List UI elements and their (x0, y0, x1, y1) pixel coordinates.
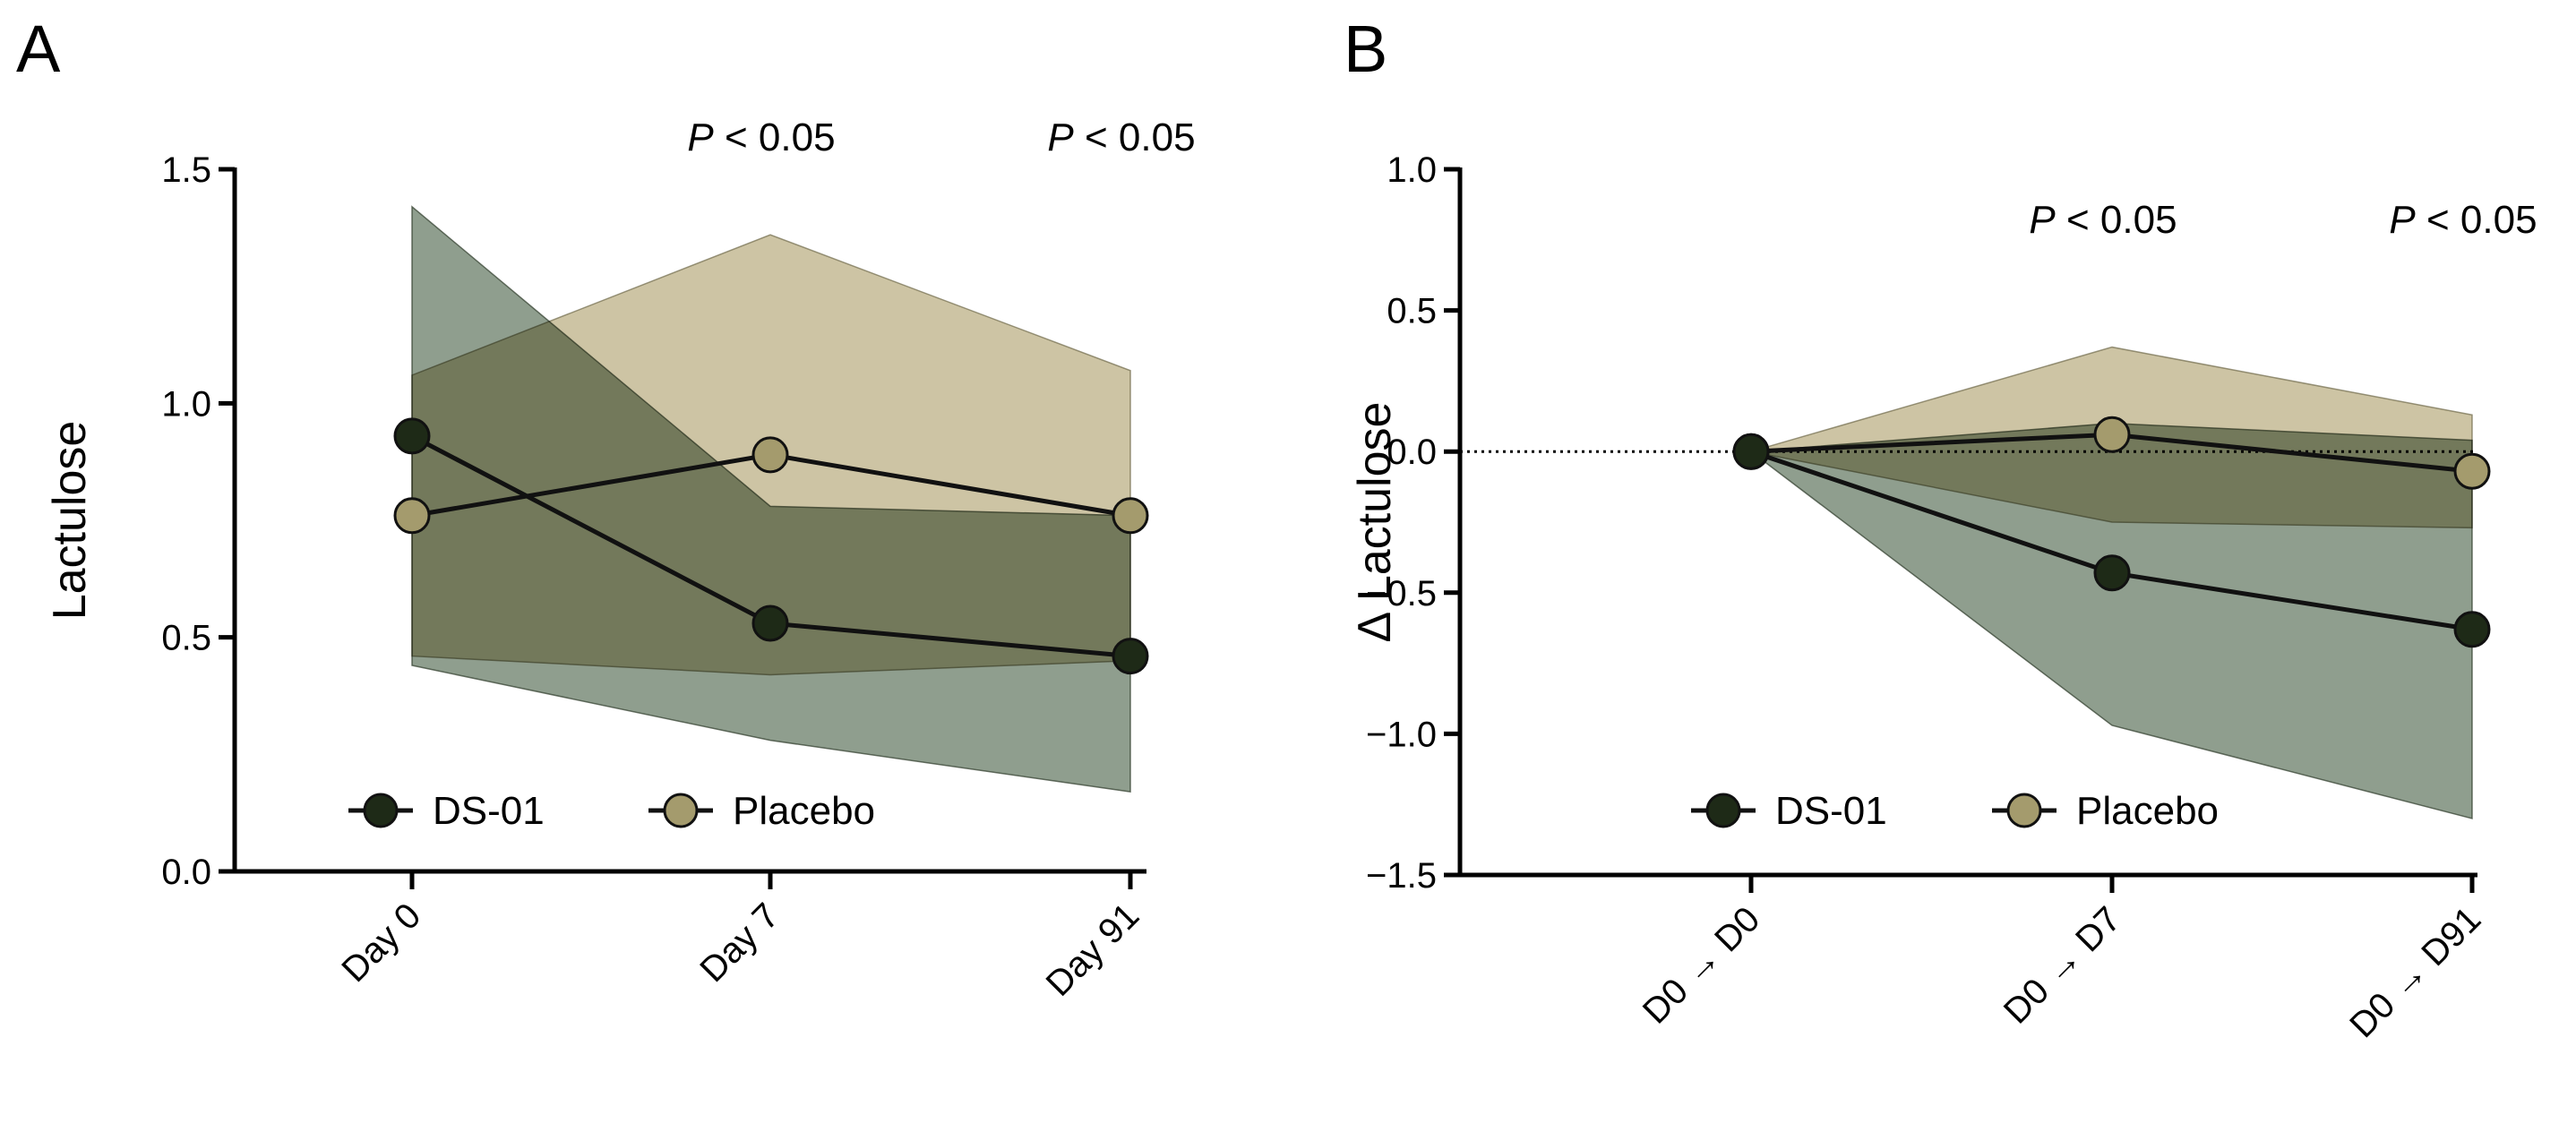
placebo-point (393, 497, 431, 535)
ds01-point (1112, 638, 1149, 675)
legend-label: DS-01 (1775, 789, 1887, 833)
placebo-point (2453, 452, 2491, 490)
panel-a: A 0.0 0.5 1.0 1.5 Day 0 Day 7 Day 91 Lactulose P … (16, 12, 1196, 1004)
p-value-annotation: P < 0.05 (687, 116, 835, 159)
legend-item-placebo: Placebo (648, 789, 875, 833)
x-tick-label: D0 → D7 (1996, 899, 2128, 1031)
y-tick-label: 0.0 (161, 853, 211, 892)
legend-item-ds01: DS-01 (1691, 789, 1887, 833)
x-tick-label: D0 → D0 (1636, 899, 1767, 1031)
legend-item-placebo: Placebo (1992, 789, 2219, 833)
legend-label: DS-01 (433, 789, 545, 833)
placebo-point (2093, 416, 2131, 453)
ds01-point (751, 605, 789, 642)
legend-marker (663, 793, 699, 828)
y-tick-label: 1.0 (161, 384, 211, 424)
panel-b: B −1.5 −1.0 −0.5 0.0 0.5 1.0 D0 → D0 D0 → D7 D0 →… (1344, 12, 2537, 1045)
y-axis-label: Δ Lactulose (1349, 402, 1401, 643)
panel-letter: B (1344, 12, 1387, 86)
p-value-annotation: P < 0.05 (2389, 198, 2537, 242)
legend-label: Placebo (733, 789, 875, 833)
legend-marker (2006, 793, 2042, 828)
y-axis-label: Lactulose (44, 421, 96, 621)
y-tick-label: 0.5 (161, 619, 211, 658)
x-tick-label: D0 → D91 (2342, 899, 2488, 1045)
legend-marker (363, 793, 399, 828)
panel-letter: A (16, 12, 61, 86)
legend-label: Placebo (2076, 789, 2219, 833)
ds01-point (2093, 554, 2131, 592)
placebo-point (751, 436, 789, 474)
ds01-point (393, 417, 431, 455)
y-tick-label: 0.5 (1387, 292, 1437, 331)
legend-item-ds01: DS-01 (348, 789, 545, 833)
y-tick-label: 1.5 (161, 150, 211, 190)
x-tick-label: Day 7 (692, 896, 786, 990)
y-tick-label: 1.0 (1387, 150, 1437, 190)
x-tick-label: Day 0 (334, 896, 428, 990)
placebo-point (1112, 497, 1149, 535)
y-tick-label: 0.0 (1387, 433, 1437, 472)
p-value-annotation: P < 0.05 (2029, 198, 2177, 242)
ds01-point (1732, 433, 1770, 470)
y-tick-label: −0.5 (1366, 574, 1437, 613)
legend-marker (1705, 793, 1741, 828)
p-value-annotation: P < 0.05 (1047, 116, 1195, 159)
ds01-point (2453, 611, 2491, 648)
x-tick-label: Day 91 (1039, 896, 1147, 1004)
y-tick-label: −1.5 (1366, 856, 1437, 896)
y-tick-label: −1.0 (1366, 715, 1437, 754)
